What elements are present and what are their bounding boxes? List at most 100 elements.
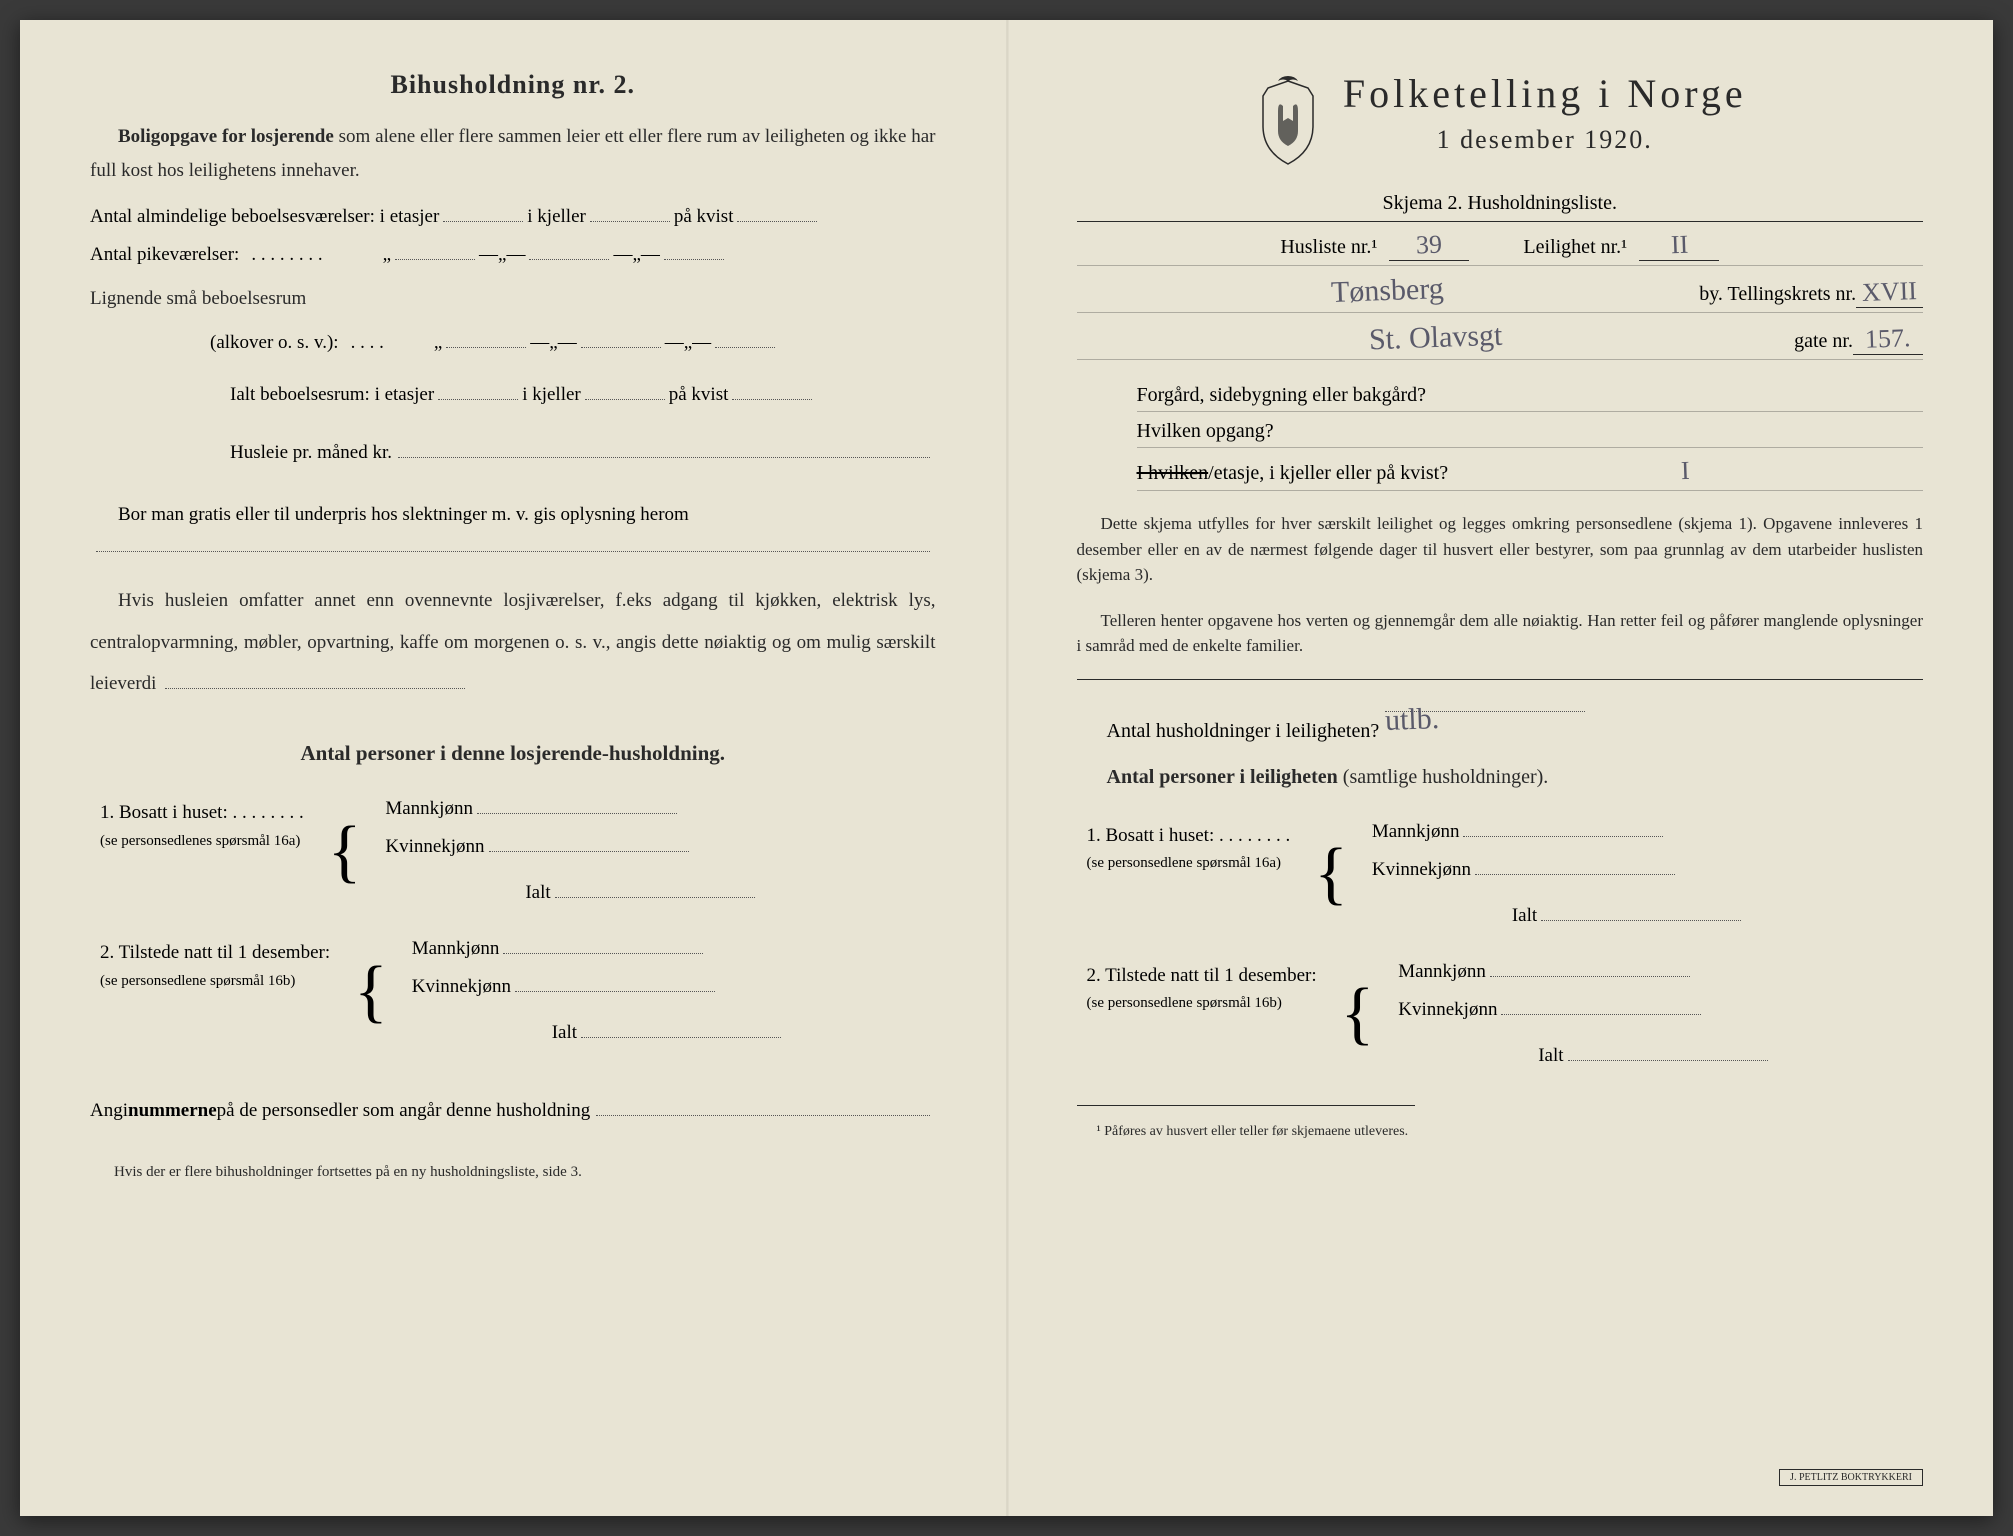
brace-icon-r2: {	[1341, 982, 1375, 1045]
label-ialt-bebo: Ialt beboelsesrum: i etasjer	[230, 376, 434, 414]
blank-ialt3	[732, 381, 812, 400]
brace-icon-r1: {	[1314, 842, 1348, 905]
rq1-num: 1.	[1087, 825, 1101, 846]
husliste-label: Husliste nr.¹	[1280, 236, 1377, 259]
etasje-line: I hvilken / etasje, i kjeller eller på k…	[1137, 456, 1924, 491]
q2-num: 2.	[100, 942, 114, 963]
label-ialt2: Ialt	[552, 1014, 577, 1052]
antal-hush-label: Antal husholdninger i leiligheten?	[1107, 711, 1380, 751]
instruction-1: Dette skjema utfylles for hver særskilt …	[1077, 511, 1924, 588]
leilighet-label: Leilighet nr.¹	[1523, 236, 1627, 259]
antal-personer-heading: Antal personer i denne losjerende-hushol…	[90, 741, 936, 766]
husliste-value: 39	[1389, 230, 1469, 261]
rq2-left: 2. Tilstede natt til 1 desember: (se per…	[1087, 953, 1317, 1016]
antal-pers-line: Antal personer i leiligheten (samtlige h…	[1107, 755, 1924, 799]
etasje-rest: etasje, i kjeller eller på kvist?	[1214, 462, 1448, 485]
label-mann: Mannkjønn	[385, 790, 473, 828]
printer-stamp: J. PETLITZ BOKTRYKKERI	[1779, 1469, 1923, 1486]
husleie-line: Husleie pr. måned kr.	[230, 434, 936, 472]
forgard-line: Forgård, sidebygning eller bakgård?	[1137, 384, 1924, 412]
document-scan: Bihusholdning nr. 2. Boligopgave for los…	[20, 20, 1993, 1516]
gate-line: St. Olavsgt gate nr. 157.	[1077, 321, 1924, 360]
brace-icon: {	[328, 820, 362, 883]
by-line: Tønsberg by. Tellingskrets nr. XVII	[1077, 274, 1924, 313]
blank-rq2-k	[1501, 996, 1701, 1015]
q1-left: 1. Bosatt i huset: . . . . . . . . (se p…	[100, 790, 304, 853]
label-kvinne2: Kvinnekjønn	[412, 968, 511, 1006]
gratis-line: Bor man gratis eller til underpris hos s…	[90, 492, 936, 556]
rq2-block: 2. Tilstede natt til 1 desember: (se per…	[1087, 953, 1924, 1075]
q1-block: 1. Bosatt i huset: . . . . . . . . (se p…	[100, 790, 936, 912]
blank-q1-i	[555, 879, 755, 898]
label-kjeller: i kjeller	[527, 198, 586, 236]
label-kjeller2: i kjeller	[522, 376, 581, 414]
q1-sub: (se personsedlenes spørsmål 16a)	[100, 833, 300, 849]
subtitle: 1 desember 1920.	[1343, 125, 1747, 155]
label-kvist: på kvist	[674, 198, 734, 236]
blank-q2-m	[503, 935, 703, 954]
hw-etasje: I	[1681, 456, 1691, 486]
blank-etasjer	[443, 203, 523, 222]
husliste-line: Husliste nr.¹ 39 Leilighet nr.¹ II	[1077, 230, 1924, 266]
r-label-mann: Mannkjønn	[1372, 813, 1460, 851]
blank-q1-m	[477, 795, 677, 814]
right-page: Folketelling i Norge 1 desember 1920. Sk…	[1007, 20, 1994, 1516]
blank-alk1	[446, 329, 526, 348]
title-header: Folketelling i Norge 1 desember 1920.	[1077, 70, 1924, 166]
coat-of-arms-icon	[1253, 76, 1323, 166]
krets-value: XVII	[1856, 277, 1923, 308]
angi-line: Angi nummerne på de personsedler som ang…	[90, 1092, 936, 1130]
rq2-label: Tilstede natt til 1 desember:	[1105, 965, 1316, 986]
q2-block: 2. Tilstede natt til 1 desember: (se per…	[100, 930, 936, 1052]
blank-alk2	[581, 329, 661, 348]
label-gratis: Bor man gratis eller til underpris hos s…	[90, 492, 689, 538]
rq1-label: Bosatt i huset:	[1106, 825, 1215, 846]
rq2-right: Mannkjønn Kvinnekjønn Ialt	[1398, 953, 1771, 1075]
blank-gratis	[96, 538, 930, 552]
antal-hush-line: Antal husholdninger i leiligheten? utlb.	[1107, 698, 1924, 751]
lignende-line1: Lignende små beboelsesrum	[90, 278, 936, 320]
label-mann2: Mannkjønn	[412, 930, 500, 968]
label-kvist2: på kvist	[669, 376, 729, 414]
q2-left: 2. Tilstede natt til 1 desember: (se per…	[100, 930, 330, 993]
label-kvinne: Kvinnekjønn	[385, 828, 484, 866]
blank-kvist	[737, 203, 817, 222]
by-label: by. Tellingskrets nr.	[1699, 283, 1856, 306]
right-footnote: ¹ Påføres av husvert eller teller før sk…	[1097, 1124, 1924, 1140]
q2-label: Tilstede natt til 1 desember:	[119, 942, 330, 963]
label-antal-bebo: Antal almindelige beboelsesværelser: i e…	[90, 198, 439, 236]
hw-by: Tønsberg	[1331, 272, 1445, 310]
bihusholdning-title: Bihusholdning nr. 2.	[90, 70, 936, 100]
r-label-ialt: Ialt	[1512, 897, 1537, 935]
etasje-strike: I hvilken	[1137, 462, 1209, 485]
antal-pers-suffix: (samtlige husholdninger).	[1338, 766, 1549, 788]
divider	[1077, 679, 1924, 680]
blank-rq1-k	[1475, 856, 1675, 875]
q1-num: 1.	[100, 802, 114, 823]
hw-leilighet: II	[1670, 230, 1688, 261]
blank-q2-k	[515, 973, 715, 992]
brace-icon-2: {	[354, 960, 388, 1023]
husleie-paragraph: Hvis husleien omfatter annet enn ovennev…	[90, 580, 936, 705]
opgang-line: Hvilken opgang?	[1137, 420, 1924, 448]
rq1-sub: (se personsedlene spørsmål 16a)	[1087, 855, 1282, 871]
angi-post: på de personsedler som angår denne husho…	[217, 1092, 591, 1130]
blank-kjeller	[590, 203, 670, 222]
angi-pre: Angi	[90, 1092, 128, 1130]
rq1-block: 1. Bosatt i huset: . . . . . . . . (se p…	[1087, 813, 1924, 935]
leilighet-value: II	[1639, 230, 1719, 261]
antal-hush-blank: utlb.	[1385, 698, 1585, 712]
left-foot: Hvis der er flere bihusholdninger fortse…	[90, 1164, 936, 1181]
lignende-line2: (alkover o. s. v.): . . . . „ —„— —„—	[210, 324, 936, 362]
blank-q1-k	[489, 833, 689, 852]
hw-gate: St. Olavsgt	[1368, 319, 1502, 358]
intro-bold: Boligopgave for losjerende	[118, 126, 334, 147]
hw-hush: utlb.	[1384, 689, 1440, 751]
r-label-kvinne2: Kvinnekjønn	[1398, 991, 1497, 1029]
blank-alk3	[715, 329, 775, 348]
blank-angi	[596, 1102, 929, 1116]
instruction-2: Telleren henter opgavene hos verten og g…	[1077, 608, 1924, 659]
q1-right: Mannkjønn Kvinnekjønn Ialt	[385, 790, 758, 912]
antal-pers-bold: Antal personer i leiligheten	[1107, 766, 1338, 788]
hw-gatenr: 157.	[1865, 323, 1912, 355]
